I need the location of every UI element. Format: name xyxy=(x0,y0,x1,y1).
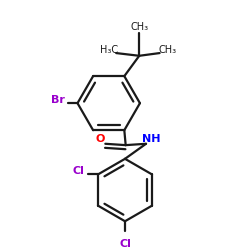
Text: CH₃: CH₃ xyxy=(130,22,148,32)
Text: NH: NH xyxy=(142,134,160,144)
Text: Cl: Cl xyxy=(119,239,131,249)
Text: O: O xyxy=(96,134,105,144)
Text: CH₃: CH₃ xyxy=(158,45,176,55)
Text: Cl: Cl xyxy=(72,166,84,176)
Text: Br: Br xyxy=(51,95,64,105)
Text: H₃C: H₃C xyxy=(100,45,118,55)
